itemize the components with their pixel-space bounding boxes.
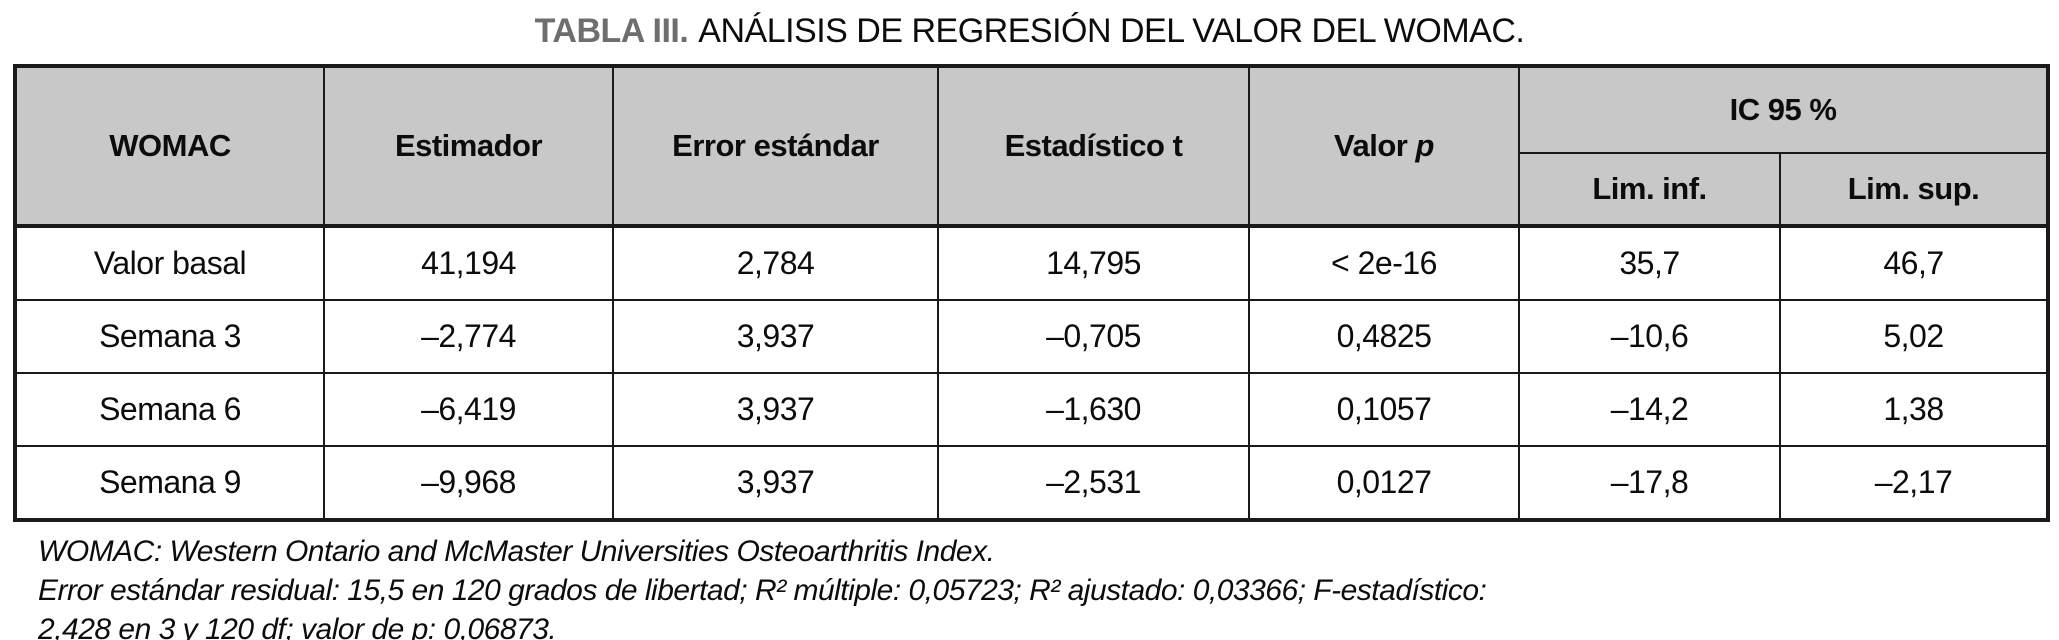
table-row: Semana 6 –6,419 3,937 –1,630 0,1057 –14,… [14,372,2049,447]
table-title-text: ANÁLISIS DE REGRESIÓN DEL VALOR DEL WOMA… [698,12,1525,50]
header-cell-valor-p: Valor p [1248,65,1520,227]
table-row: Valor basal 41,194 2,784 14,795 < 2e-16 … [14,224,2049,301]
valor-p-symbol: p [1415,128,1435,163]
cell-lim-sup: 5,02 [1779,299,2049,374]
cell-lim-inf: 35,7 [1518,224,1781,301]
regression-table: WOMAC Estimador Error estándar Estadísti… [13,64,2050,522]
footnote-model-stats-line-2: 2,428 en 3 y 120 df; valor de p: 0,06873… [38,613,557,640]
footnote-womac-definition: WOMAC: Western Ontario and McMaster Univ… [38,535,995,568]
cell-lim-inf: –14,2 [1518,372,1781,447]
header-cell-lim-inf: Lim. inf. [1518,152,1781,227]
valor-p-prefix: Valor [1334,128,1408,163]
cell-womac: Valor basal [14,224,325,301]
cell-lim-sup: –2,17 [1779,445,2049,521]
cell-estadistico-t: –0,705 [937,299,1250,374]
cell-estimador: 41,194 [323,224,614,301]
footnotes: WOMAC: Western Ontario and McMaster Univ… [38,532,2059,640]
cell-estadistico-t: –1,630 [937,372,1250,447]
cell-lim-inf: –10,6 [1518,299,1781,374]
cell-error-estandar: 3,937 [612,445,939,521]
header-cell-error-estandar: Error estándar [612,65,939,227]
cell-lim-sup: 46,7 [1779,224,2049,301]
cell-womac: Semana 6 [14,372,325,447]
header-cell-womac: WOMAC [14,65,325,227]
cell-valor-p: 0,1057 [1248,372,1520,447]
cell-error-estandar: 2,784 [612,224,939,301]
table-header: WOMAC Estimador Error estándar Estadísti… [14,65,2049,227]
header-cell-estadistico-t: Estadístico t [937,65,1250,227]
table-row: Semana 9 –9,968 3,937 –2,531 0,0127 –17,… [14,445,2049,521]
cell-estadistico-t: 14,795 [937,224,1250,301]
cell-valor-p: < 2e-16 [1248,224,1520,301]
cell-womac: Semana 3 [14,299,325,374]
cell-womac: Semana 9 [14,445,325,521]
table-body: Valor basal 41,194 2,784 14,795 < 2e-16 … [14,224,2049,521]
table-title-label: TABLA III. [534,12,689,50]
header-row-sub: Lim. inf. Lim. sup. [15,152,2049,227]
cell-estimador: –9,968 [323,445,614,521]
cell-estimador: –6,419 [323,372,614,447]
cell-estadistico-t: –2,531 [937,445,1250,521]
header-cell-ic-95: IC 95 % [1518,65,2049,154]
cell-lim-inf: –17,8 [1518,445,1781,521]
table-title: TABLA III. ANÁLISIS DE REGRESIÓN DEL VALO… [0,12,2059,51]
table-row: Semana 3 –2,774 3,937 –0,705 0,4825 –10,… [14,299,2049,374]
cell-valor-p: 0,0127 [1248,445,1520,521]
cell-lim-sup: 1,38 [1779,372,2049,447]
footnote-model-stats-line-1: Error estándar residual: 15,5 en 120 gra… [38,574,1487,607]
header-cell-lim-sup: Lim. sup. [1779,152,2049,227]
cell-valor-p: 0,4825 [1248,299,1520,374]
header-cell-estimador: Estimador [323,65,614,227]
cell-estimador: –2,774 [323,299,614,374]
header-row-main: WOMAC Estimador Error estándar Estadísti… [14,65,2049,227]
cell-error-estandar: 3,937 [612,299,939,374]
cell-error-estandar: 3,937 [612,372,939,447]
